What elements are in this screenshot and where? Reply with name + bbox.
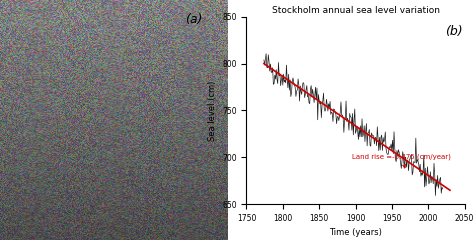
Text: (a): (a) <box>185 13 202 26</box>
Y-axis label: Sea level (cm): Sea level (cm) <box>208 80 217 141</box>
X-axis label: Time (years): Time (years) <box>329 228 382 237</box>
Text: Land rise =-0.475 (cm/year): Land rise =-0.475 (cm/year) <box>352 154 451 168</box>
Text: (b): (b) <box>445 25 463 38</box>
Title: Stockholm annual sea level variation: Stockholm annual sea level variation <box>272 6 439 15</box>
